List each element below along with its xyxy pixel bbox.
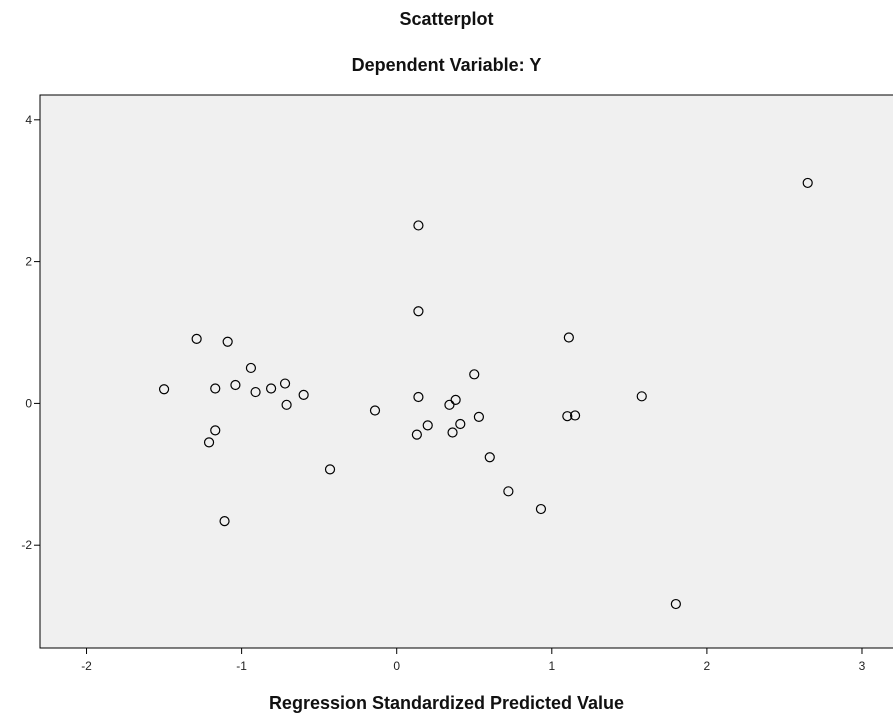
x-axis-label: Regression Standardized Predicted Value bbox=[268, 693, 625, 713]
x-tick-label: -1 bbox=[236, 659, 247, 673]
data-point bbox=[447, 427, 458, 438]
data-point bbox=[281, 399, 292, 410]
data-point bbox=[670, 598, 681, 610]
data-point bbox=[455, 418, 466, 430]
data-point bbox=[324, 464, 336, 475]
y-tick-label: 0 bbox=[25, 396, 32, 410]
data-point bbox=[503, 486, 514, 497]
chart-title: Scatterplot bbox=[399, 9, 494, 29]
data-point bbox=[191, 333, 202, 344]
data-point bbox=[245, 362, 257, 374]
data-point bbox=[279, 378, 291, 389]
y-tick-label: 2 bbox=[25, 255, 32, 269]
data-points bbox=[158, 177, 813, 610]
data-point bbox=[411, 429, 422, 440]
data-point bbox=[222, 336, 233, 347]
data-point bbox=[535, 503, 547, 515]
data-point bbox=[230, 379, 241, 391]
y-tick-label: -2 bbox=[21, 538, 32, 552]
data-point bbox=[450, 394, 461, 405]
data-point bbox=[265, 383, 277, 394]
x-tick-label: 0 bbox=[393, 659, 400, 673]
plot-area bbox=[39, 94, 893, 649]
data-point bbox=[203, 437, 215, 448]
data-point bbox=[158, 384, 170, 395]
data-point bbox=[413, 391, 424, 403]
y-tick-label: 4 bbox=[25, 113, 32, 127]
x-tick-label: -2 bbox=[81, 659, 92, 673]
data-point bbox=[422, 420, 433, 431]
data-point bbox=[473, 411, 485, 422]
x-tick-label: 3 bbox=[859, 659, 866, 673]
y-axis-ticks: -2 0 2 4 bbox=[21, 113, 40, 552]
x-tick-label: 1 bbox=[548, 659, 555, 673]
data-point bbox=[569, 410, 581, 421]
data-point bbox=[802, 177, 813, 189]
x-axis-ticks: -2 -1 0 1 2 3 bbox=[81, 648, 866, 673]
data-point bbox=[636, 391, 647, 402]
data-point bbox=[469, 369, 480, 380]
chart-subtitle: Dependent Variable: Y bbox=[351, 55, 542, 75]
data-point bbox=[250, 386, 261, 398]
data-point bbox=[413, 220, 424, 231]
data-point bbox=[413, 306, 424, 317]
data-point bbox=[444, 399, 455, 410]
data-point bbox=[219, 515, 230, 527]
data-point bbox=[484, 452, 495, 463]
data-point bbox=[562, 411, 573, 422]
data-point bbox=[210, 425, 221, 436]
data-point bbox=[210, 383, 221, 394]
data-point bbox=[298, 389, 309, 400]
x-tick-label: 2 bbox=[704, 659, 711, 673]
data-point bbox=[563, 332, 574, 343]
data-point bbox=[369, 405, 381, 416]
